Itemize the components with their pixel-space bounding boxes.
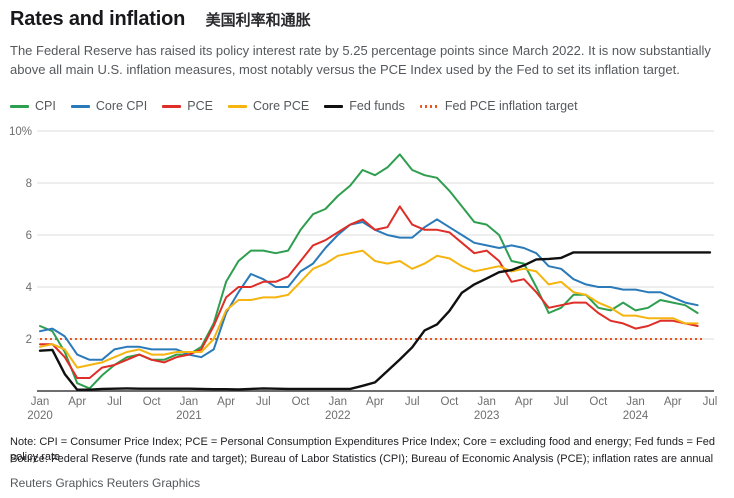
- series-line-pce: [39, 205, 699, 379]
- legend-item-fed-pce-inflation-target: Fed PCE inflation target: [419, 99, 578, 113]
- y-axis-tick-label: 6: [26, 230, 32, 242]
- y-axis-tick-label: 4: [26, 282, 33, 294]
- series-line-core-pce: [39, 249, 699, 369]
- legend-label: Fed funds: [349, 99, 405, 113]
- y-axis-tick-label: 8: [26, 178, 32, 190]
- x-axis-tick-label: Oct: [292, 396, 311, 408]
- x-axis-year-label: 2022: [325, 410, 351, 422]
- y-axis-tick-label: 10%: [9, 126, 32, 138]
- x-axis-tick-label: Jul: [703, 396, 718, 408]
- legend-item-pce: PCE: [162, 99, 213, 113]
- legend-swatch-icon: [10, 104, 29, 108]
- legend-label: Core PCE: [252, 99, 310, 113]
- x-axis-tick-label: Jan: [180, 396, 199, 408]
- legend-label: PCE: [187, 99, 213, 113]
- legend-swatch-icon: [70, 104, 90, 108]
- chart-description: The Federal Reserve has raised its polic…: [10, 43, 711, 77]
- credit-text: Reuters Graphics Reuters Graphics: [10, 476, 201, 490]
- legend-item-cpi: CPI: [10, 99, 56, 113]
- x-axis-tick-label: Oct: [143, 396, 162, 408]
- x-axis-tick-label: Apr: [68, 396, 86, 408]
- source-text: Source: Federal Reserve (funds rate and …: [10, 453, 714, 465]
- legend-label: Fed PCE inflation target: [444, 99, 578, 113]
- x-axis-tick-label: Jul: [554, 396, 569, 408]
- x-axis-tick-label: Jan: [477, 396, 496, 408]
- legend-label: CPI: [35, 99, 56, 113]
- legend-item-core-cpi: Core CPI: [70, 99, 148, 113]
- x-axis-tick-label: Jul: [405, 396, 420, 408]
- series-line-fed-funds: [38, 251, 712, 391]
- x-axis-tick-label: Oct: [440, 396, 459, 408]
- page-title-chinese: 美国利率和通胀: [205, 12, 311, 29]
- legend-label: Core CPI: [95, 99, 148, 113]
- series-line-core-cpi: [39, 218, 699, 361]
- x-axis-tick-label: Jul: [107, 396, 122, 408]
- x-axis-tick-label: Apr: [515, 396, 533, 408]
- chart-legend: CPI Core CPI PCE Core PCE Fed funds Fed PCE i…: [10, 99, 578, 113]
- note-text: Note: CPI = Consumer Price Index; PCE = …: [10, 436, 715, 463]
- x-axis-tick-label: Apr: [366, 396, 384, 408]
- legend-swatch-icon: [324, 104, 344, 108]
- legend-swatch-icon: [227, 104, 247, 108]
- x-axis-year-label: 2023: [474, 410, 500, 422]
- x-axis-tick-label: Oct: [589, 396, 608, 408]
- x-axis-tick-label: Jan: [626, 396, 645, 408]
- legend-item-core-pce: Core PCE: [227, 99, 310, 113]
- x-axis-tick-label: Jul: [256, 396, 271, 408]
- legend-swatch-icon: [419, 104, 439, 108]
- x-axis-tick-label: Jan: [329, 396, 348, 408]
- header: Rates and inflation 美国利率和通胀: [10, 8, 311, 31]
- x-axis-year-label: 2024: [623, 410, 649, 422]
- page-title: Rates and inflation: [10, 8, 186, 30]
- legend-item-fed-funds: Fed funds: [324, 99, 405, 113]
- x-axis-tick-label: Apr: [217, 396, 235, 408]
- series-line-cpi: [39, 153, 699, 390]
- x-axis-year-label: 2021: [176, 410, 202, 422]
- y-axis-tick-label: 2: [26, 334, 32, 346]
- x-axis-tick-label: Apr: [664, 396, 682, 408]
- x-axis-tick-label: Jan: [31, 396, 50, 408]
- legend-swatch-icon: [162, 104, 182, 108]
- x-axis-year-label: 2020: [27, 410, 53, 422]
